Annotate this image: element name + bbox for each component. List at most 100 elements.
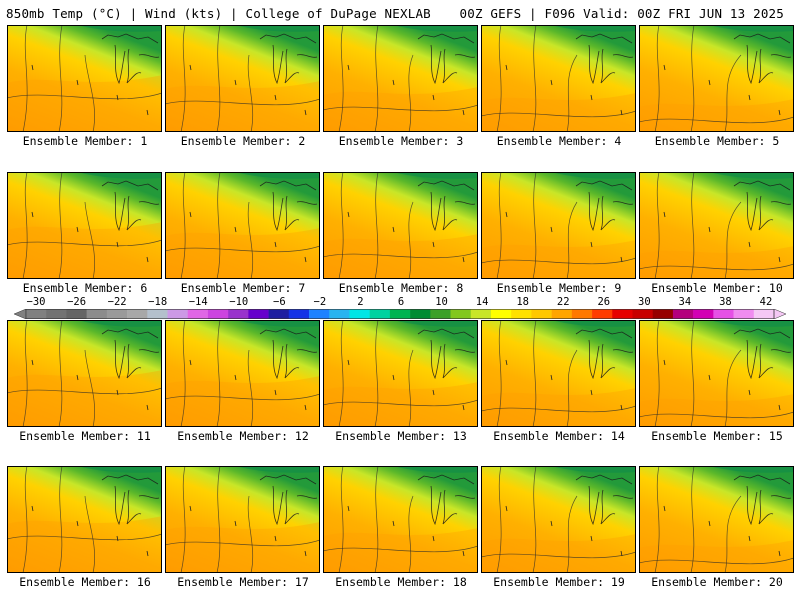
- temperature-map: [639, 172, 794, 279]
- colorbar-segment: [753, 309, 775, 319]
- colorbar-segment: [248, 309, 269, 319]
- ensemble-member-panel: [639, 466, 794, 573]
- colorbar-segment: [511, 309, 532, 319]
- colorbar-tick-label: −14: [188, 296, 208, 308]
- colorbar-segment: [26, 309, 47, 319]
- ensemble-member-panel: [639, 172, 794, 279]
- colorbar-tick-label: 26: [597, 296, 611, 308]
- ensemble-member-panel: [481, 320, 636, 427]
- colorbar-segment: [369, 309, 391, 319]
- temperature-map: [7, 172, 162, 279]
- colorbar-tick-label: −30: [26, 296, 46, 308]
- colorbar-tick-label: −26: [67, 296, 87, 308]
- colorbar-min-arrow: [14, 309, 27, 319]
- colorbar-segment: [147, 309, 168, 319]
- colorbar-segment: [66, 309, 87, 319]
- ensemble-member-panel: [639, 320, 794, 427]
- ensemble-member-label: Ensemble Member: 12: [177, 429, 309, 443]
- colorbar-tick-label: 42: [759, 296, 773, 308]
- temperature-map: [323, 320, 478, 427]
- temperature-map: [639, 466, 794, 573]
- ensemble-member-panel: [165, 466, 320, 573]
- ensemble-member-label: Ensemble Member: 4: [496, 134, 622, 148]
- temperature-map: [481, 25, 636, 132]
- ensemble-member-panel: [7, 466, 162, 573]
- header-title: 850mb Temp (°C) | Wind (kts) | College o…: [6, 6, 431, 21]
- colorbar-segment: [268, 309, 290, 319]
- colorbar-segment: [349, 309, 370, 319]
- temperature-colorbar: [14, 309, 786, 319]
- colorbar-tick-label: 34: [678, 296, 692, 308]
- temperature-map: [323, 25, 478, 132]
- colorbar-segment: [410, 309, 431, 319]
- ensemble-member-label: Ensemble Member: 20: [651, 575, 783, 589]
- colorbar-segment: [329, 309, 350, 319]
- ensemble-member-label: Ensemble Member: 10: [651, 281, 783, 295]
- ensemble-member-panel: [323, 25, 478, 132]
- colorbar-segment: [632, 309, 654, 319]
- colorbar-tick-label: −10: [229, 296, 249, 308]
- colorbar-segment: [127, 309, 148, 319]
- colorbar-segment: [207, 309, 229, 319]
- colorbar-tick-labels: −30 −26 −22 −18 −14 −10 −6 −2 2 6 10 14 18 22 26 30 34 38…: [0, 296, 800, 308]
- temperature-map: [7, 466, 162, 573]
- ensemble-member-panel: [323, 466, 478, 573]
- colorbar-segment: [86, 309, 108, 319]
- ensemble-member-label: Ensemble Member: 11: [19, 429, 151, 443]
- temperature-map: [323, 172, 478, 279]
- colorbar-segment: [187, 309, 209, 319]
- colorbar-segment: [713, 309, 734, 319]
- colorbar-segment: [490, 309, 512, 319]
- ensemble-member-label: Ensemble Member: 8: [338, 281, 464, 295]
- ensemble-member-panel: [481, 25, 636, 132]
- colorbar-tick-label: 30: [638, 296, 651, 308]
- ensemble-member-label: Ensemble Member: 13: [335, 429, 467, 443]
- temperature-map: [639, 25, 794, 132]
- colorbar-segment: [288, 309, 310, 319]
- ensemble-member-label: Ensemble Member: 5: [654, 134, 780, 148]
- ensemble-member-panel: [7, 320, 162, 427]
- temperature-map: [639, 320, 794, 427]
- colorbar-segment: [571, 309, 593, 319]
- colorbar-segment: [46, 309, 67, 319]
- colorbar-tick-label: −2: [313, 296, 327, 308]
- ensemble-member-panel: [165, 25, 320, 132]
- colorbar-segment: [106, 309, 128, 319]
- colorbar-segment: [450, 309, 472, 319]
- colorbar-segment: [693, 309, 714, 319]
- temperature-map: [481, 466, 636, 573]
- colorbar-tick-label: −6: [273, 296, 286, 308]
- colorbar-segment: [612, 309, 633, 319]
- colorbar-segment: [470, 309, 492, 319]
- ensemble-member-panel: [165, 172, 320, 279]
- colorbar-tick-label: 38: [719, 296, 732, 308]
- ensemble-member-label: Ensemble Member: 18: [335, 575, 467, 589]
- ensemble-member-label: Ensemble Member: 16: [19, 575, 151, 589]
- colorbar-segment: [733, 309, 755, 319]
- ensemble-member-panel: [481, 172, 636, 279]
- colorbar-segment: [592, 309, 613, 319]
- temperature-map: [165, 172, 320, 279]
- temperature-map: [165, 25, 320, 132]
- ensemble-member-label: Ensemble Member: 1: [22, 134, 148, 148]
- colorbar-segment: [228, 309, 249, 319]
- ensemble-member-panel: [165, 320, 320, 427]
- ensemble-member-label: Ensemble Member: 14: [493, 429, 625, 443]
- ensemble-member-panel: [7, 172, 162, 279]
- colorbar-tick-label: 22: [556, 296, 570, 308]
- temperature-map: [323, 466, 478, 573]
- colorbar-tick-label: −18: [148, 296, 168, 308]
- colorbar-segment: [389, 309, 411, 319]
- ensemble-member-label: Ensemble Member: 19: [493, 575, 625, 589]
- colorbar-tick-label: −22: [107, 296, 127, 308]
- ensemble-member-label: Ensemble Member: 3: [338, 134, 464, 148]
- colorbar-segment: [430, 309, 451, 319]
- ensemble-member-label: Ensemble Member: 2: [180, 134, 306, 148]
- ensemble-member-panel: [639, 25, 794, 132]
- colorbar-segment: [551, 309, 573, 319]
- colorbar-max-arrow: [773, 309, 786, 319]
- ensemble-member-panel: [481, 466, 636, 573]
- ensemble-member-panel: [7, 25, 162, 132]
- temperature-map: [7, 25, 162, 132]
- colorbar-segment: [167, 309, 189, 319]
